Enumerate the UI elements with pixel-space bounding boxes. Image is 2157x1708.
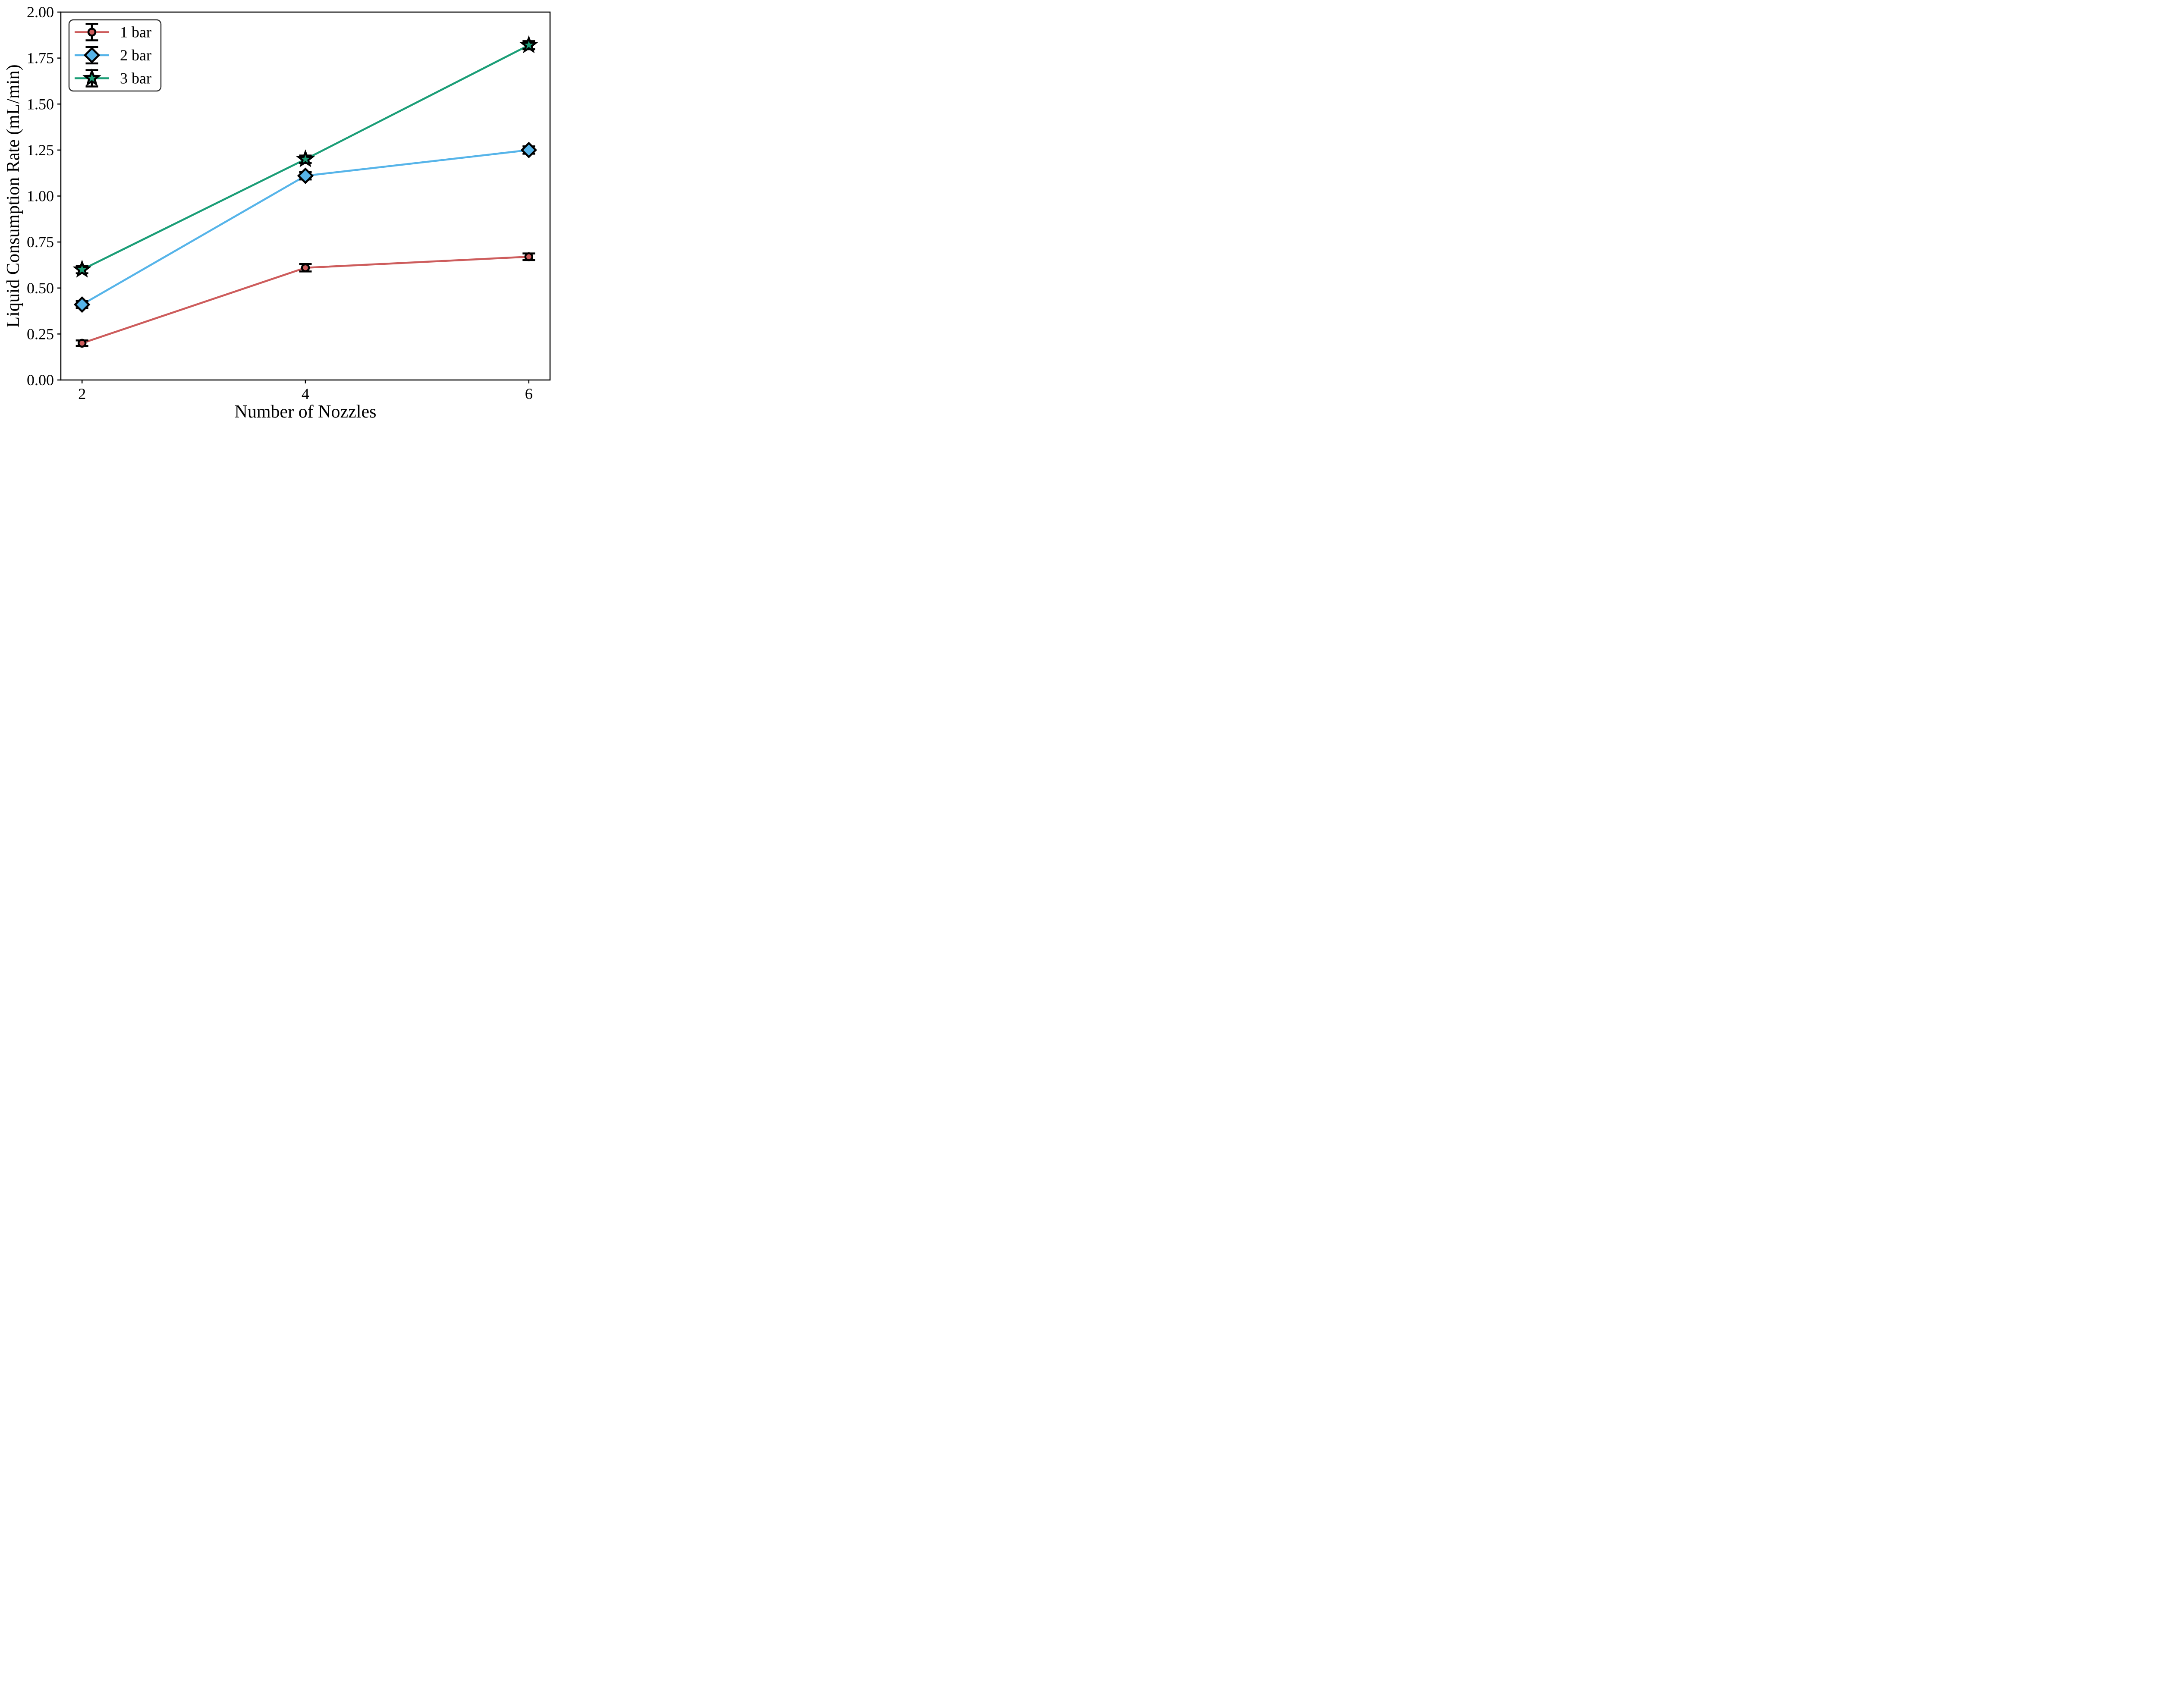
y-axis-tick-label: 0.00 (27, 371, 54, 389)
y-axis-tick-label: 0.75 (27, 233, 54, 251)
data-point-marker-circle (77, 339, 87, 348)
y-axis-tick-label: 1.50 (27, 95, 54, 113)
y-axis-tick-label: 0.50 (27, 279, 54, 297)
data-point-marker-star (82, 68, 101, 87)
y-axis-tick-label: 2.00 (27, 3, 54, 21)
legend-item-3-bar: 3 bar (75, 68, 151, 88)
x-axis-label: Number of Nozzles (235, 402, 377, 422)
data-point-marker-circle (524, 252, 534, 261)
figure: 0.00 0.25 0.50 0.75 1.00 1.25 1.50 1.75 2.00 2 4 6 1… (0, 0, 557, 427)
data-point-marker-diamond (520, 141, 537, 159)
data-point-marker-circle (301, 263, 310, 273)
data-point-marker-star (296, 149, 315, 167)
x-axis-tick-label: 4 (302, 385, 309, 402)
legend-label: 1 bar (120, 24, 151, 41)
data-point-marker-star (72, 260, 91, 278)
x-axis-tick-label: 6 (525, 385, 533, 402)
y-axis-tick-label: 1.25 (27, 141, 54, 159)
legend-label: 3 bar (120, 70, 151, 87)
series-3-bar (72, 35, 538, 278)
legend-item-1-bar: 1 bar (75, 23, 151, 41)
data-point-marker-circle (87, 28, 97, 37)
x-axis-tick-label: 2 (78, 385, 86, 402)
line-chart: 0.00 0.25 0.50 0.75 1.00 1.25 1.50 1.75 2.00 2 4 6 1… (3, 3, 551, 422)
data-point-marker-star (519, 35, 538, 53)
y-axis-tick-label: 1.00 (27, 188, 54, 205)
series-2-bar (74, 141, 537, 313)
series-1-bar (75, 252, 535, 348)
y-axis-tick-label: 1.75 (27, 50, 54, 67)
y-axis-label: Liquid Consumption Rate (mL/min) (3, 64, 23, 327)
y-axis-tick-label: 0.25 (27, 325, 54, 342)
legend: 1 bar 2 bar 3 bar (68, 19, 162, 92)
data-point-marker-diamond (83, 47, 101, 64)
legend-item-2-bar: 2 bar (75, 46, 151, 65)
legend-label: 2 bar (120, 47, 151, 64)
data-point-marker-diamond (297, 167, 314, 184)
data-point-marker-diamond (74, 296, 91, 313)
